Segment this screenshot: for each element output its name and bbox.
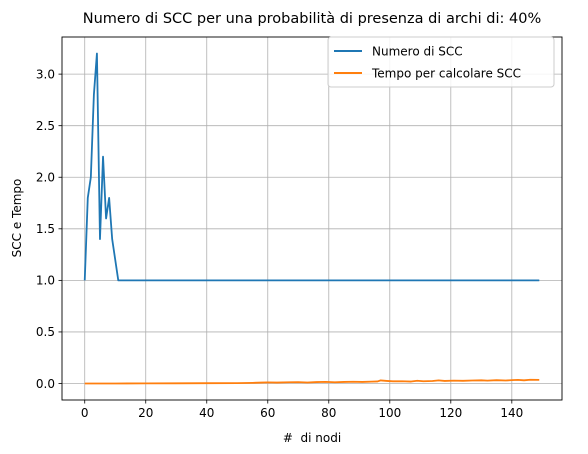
y-tick-label: 0.0	[36, 377, 55, 391]
y-tick-label: 1.5	[36, 222, 55, 236]
series-lines	[83, 52, 540, 385]
x-axis-label: # di nodi	[283, 431, 341, 445]
series-line-tempo-per-calcolare-scc	[84, 378, 540, 385]
x-tick-label: 40	[199, 406, 214, 420]
legend-label-numero-di-scc: Numero di SCC	[372, 45, 463, 59]
y-tick-label: 3.0	[36, 67, 55, 81]
y-tick-label: 0.5	[36, 325, 55, 339]
legend: Numero di SCC Tempo per calcolare SCC	[327, 36, 555, 88]
x-tick-label: 80	[321, 406, 336, 420]
y-tick-label: 1.0	[36, 274, 55, 288]
series-line-numero-di-scc	[83, 52, 540, 282]
x-tick-label: 120	[439, 406, 462, 420]
x-tick-label: 100	[378, 406, 401, 420]
plot-frame	[61, 36, 563, 401]
axis-ticks: 0 20 40 60 80 100 120 140 0.0 0.5 1.0 1.5 2.0 2.5 3.0	[36, 67, 523, 420]
y-tick-label: 2.5	[36, 119, 55, 133]
chart-title: Numero di SCC per una probabilità di pre…	[83, 11, 541, 27]
x-tick-label: 140	[500, 406, 523, 420]
legend-label-tempo-per-calcolare-scc: Tempo per calcolare SCC	[371, 67, 521, 81]
y-tick-label: 2.0	[36, 171, 55, 185]
x-tick-label: 0	[81, 406, 89, 420]
y-axis-label: SCC e Tempo	[10, 179, 24, 258]
x-tick-label: 20	[138, 406, 153, 420]
legend-box	[327, 36, 555, 88]
x-tick-label: 60	[260, 406, 275, 420]
